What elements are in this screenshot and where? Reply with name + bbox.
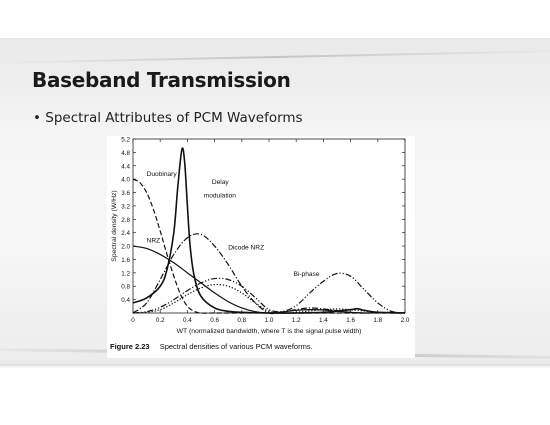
bullet-point: • Spectral Attributes of PCM Waveforms xyxy=(33,110,303,126)
annotation-label: Dicode NRZ xyxy=(228,244,264,251)
series-line-duobinary xyxy=(132,178,405,314)
y-tick-label: 4.8 xyxy=(121,150,130,157)
figure-caption-text: Spectral densities of various PCM wavefo… xyxy=(159,342,313,351)
annotation-label: Delay xyxy=(212,179,230,186)
y-tick-label: 0.4 xyxy=(121,297,130,304)
y-tick-label: 2.0 xyxy=(121,244,130,251)
y-tick-label: 0.8 xyxy=(121,284,130,291)
series-line-unlabeled xyxy=(132,283,406,314)
figure-caption: Figure 2.23 Spectral densities of variou… xyxy=(110,342,313,351)
x-tick-label: 0.8 xyxy=(237,317,246,324)
annotation-label: modulation xyxy=(204,193,237,200)
y-tick-label: 3.6 xyxy=(121,190,130,197)
x-tick-label: 2.0 xyxy=(401,317,410,324)
x-tick-label: 0.2 xyxy=(156,317,165,324)
annotation-label: Bi-phase xyxy=(293,271,319,278)
y-tick-label: 4.0 xyxy=(121,177,130,184)
y-tick-label: 5.2 xyxy=(121,137,130,144)
x-axis-label: WT (normalized bandwidth, where T is the… xyxy=(177,328,362,335)
y-tick-label: 4.4 xyxy=(121,163,130,170)
slide-title: Baseband Transmission xyxy=(32,68,291,92)
y-tick-label: 1.6 xyxy=(121,257,130,264)
series-line-bi-phase xyxy=(132,272,406,314)
annotation-label: NRZ xyxy=(147,238,161,245)
series-line-delay-modulation xyxy=(132,147,406,314)
band-bottom-edge xyxy=(0,364,550,368)
series-line-dicode-nrz xyxy=(132,233,406,315)
x-tick-label: 1.6 xyxy=(346,317,355,324)
x-tick-label: 0.6 xyxy=(210,317,219,324)
y-tick-label: 1.2 xyxy=(121,270,130,277)
figure-number: Figure 2.23 xyxy=(110,342,150,351)
series-line-nrz xyxy=(132,245,406,314)
x-tick-label: 1.0 xyxy=(265,317,274,324)
x-tick-label: 0 xyxy=(131,317,135,324)
x-tick-label: 1.4 xyxy=(319,317,328,324)
annotation-label: Duobinary xyxy=(147,171,178,178)
x-tick-label: 1.2 xyxy=(292,317,301,324)
figure-panel: 0.4 0.8 1.2 1.6 2.0 2.4 2.8 3.2 3.6 4.0 4.4 4.8 5.2 0… xyxy=(107,136,415,358)
x-tick-label: 1.8 xyxy=(373,317,382,324)
x-tick-label: 0.4 xyxy=(183,317,192,324)
y-tick-label: 2.4 xyxy=(121,230,130,237)
y-axis-label: Spectral density (W/Hz) xyxy=(111,190,118,261)
y-tick-label: 3.2 xyxy=(121,203,130,210)
y-tick-label: 2.8 xyxy=(121,217,130,224)
spectral-density-chart: 0.4 0.8 1.2 1.6 2.0 2.4 2.8 3.2 3.6 4.0 4.4 4.8 5.2 0… xyxy=(111,137,410,336)
